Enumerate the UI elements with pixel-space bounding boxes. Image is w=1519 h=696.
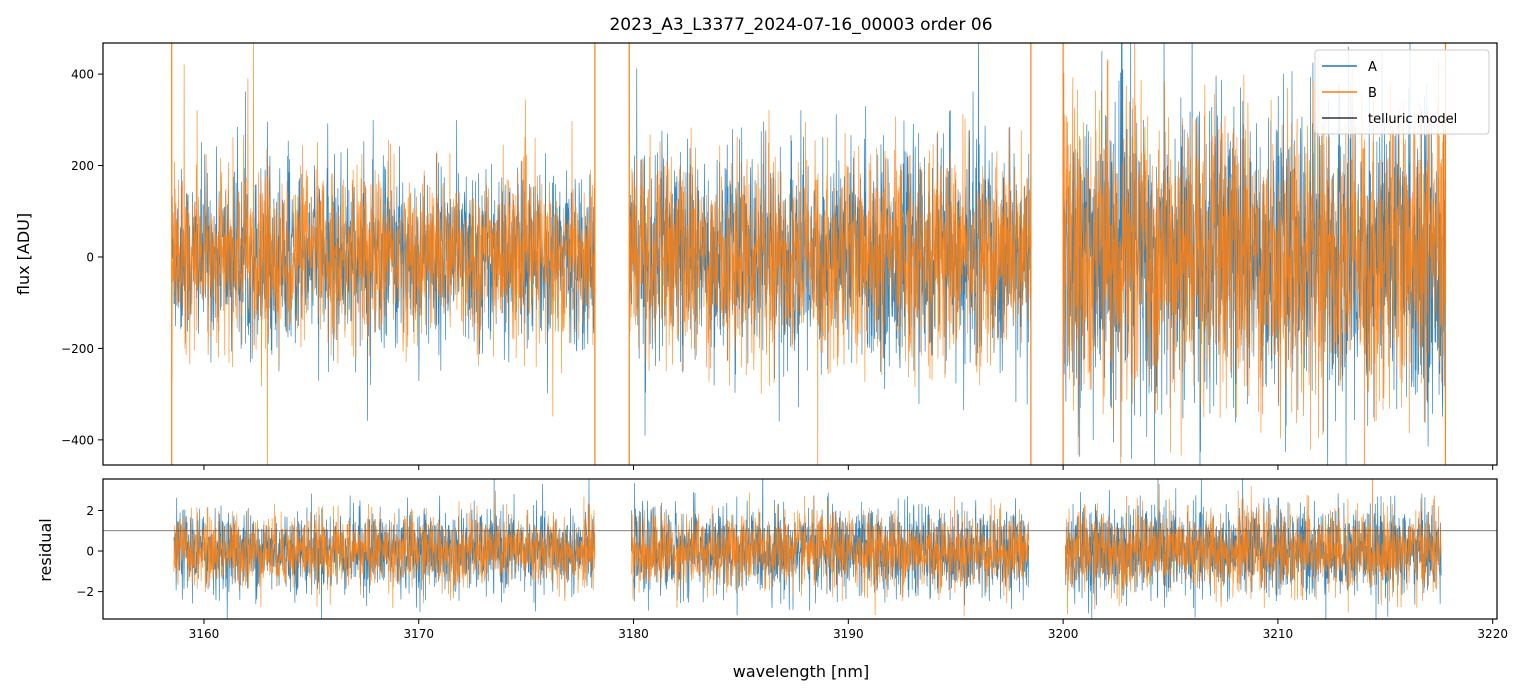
residual-y-axis-label: residual: [36, 518, 55, 581]
legend-label-telluric-model: telluric model: [1368, 112, 1457, 127]
series-b-segment-3: [1062, 43, 1446, 465]
residual-b-segment-2: [631, 492, 1030, 617]
residual-axes: −2 0 2 3160 3170 3180 3190 3200 3210 3220: [76, 478, 1508, 641]
residual-x-tick-label: 3210: [1263, 627, 1294, 641]
flux-y-axis-label: flux [ADU]: [14, 213, 33, 295]
residual-x-tick-label: 3160: [189, 627, 220, 641]
x-axis-label: wavelength [nm]: [733, 662, 870, 681]
residual-x-tick-label: 3220: [1477, 627, 1508, 641]
residual-y-tick-label: 2: [86, 504, 94, 518]
residual-x-tick-label: 3180: [618, 627, 649, 641]
residual-x-tick-label: 3170: [403, 627, 434, 641]
flux-panel: −400 −200 0 200 400 flux [ADU]: [14, 42, 1498, 470]
residual-b-segment-3: [1064, 479, 1442, 615]
residual-y-tick-label: −2: [76, 585, 94, 599]
flux-frame: [102, 42, 1498, 466]
flux-y-tick-label: 200: [71, 159, 94, 173]
flux-plot-area: [171, 43, 1447, 465]
legend-label-b: B: [1368, 86, 1377, 101]
flux-axes: −400 −200 0 200 400: [61, 42, 1498, 470]
residual-plot-area: [103, 479, 1497, 619]
flux-y-tick-label: 400: [71, 68, 94, 82]
legend: A B telluric model: [1314, 49, 1490, 135]
residual-x-tick-label: 3200: [1048, 627, 1079, 641]
legend-label-a: A: [1368, 60, 1377, 75]
series-b-segment-2: [628, 110, 1032, 465]
flux-y-tick-label: 0: [86, 250, 94, 264]
flux-y-tick-label: −200: [61, 342, 94, 356]
residual-y-tick-label: 0: [86, 545, 94, 559]
flux-y-tick-label: −400: [61, 433, 94, 447]
residual-x-tick-label: 3190: [833, 627, 864, 641]
residual-frame: [102, 478, 1498, 620]
legend-frame: [1314, 49, 1490, 135]
residual-panel: −2 0 2 3160 3170 3180 3190 3200 3210 3220 residua…: [36, 478, 1508, 681]
residual-b-segment-1: [173, 490, 596, 609]
series-b-segment-1: [171, 43, 596, 465]
chart-title: 2023_A3_L3377_2024-07-16_00003 order 06: [609, 15, 992, 35]
